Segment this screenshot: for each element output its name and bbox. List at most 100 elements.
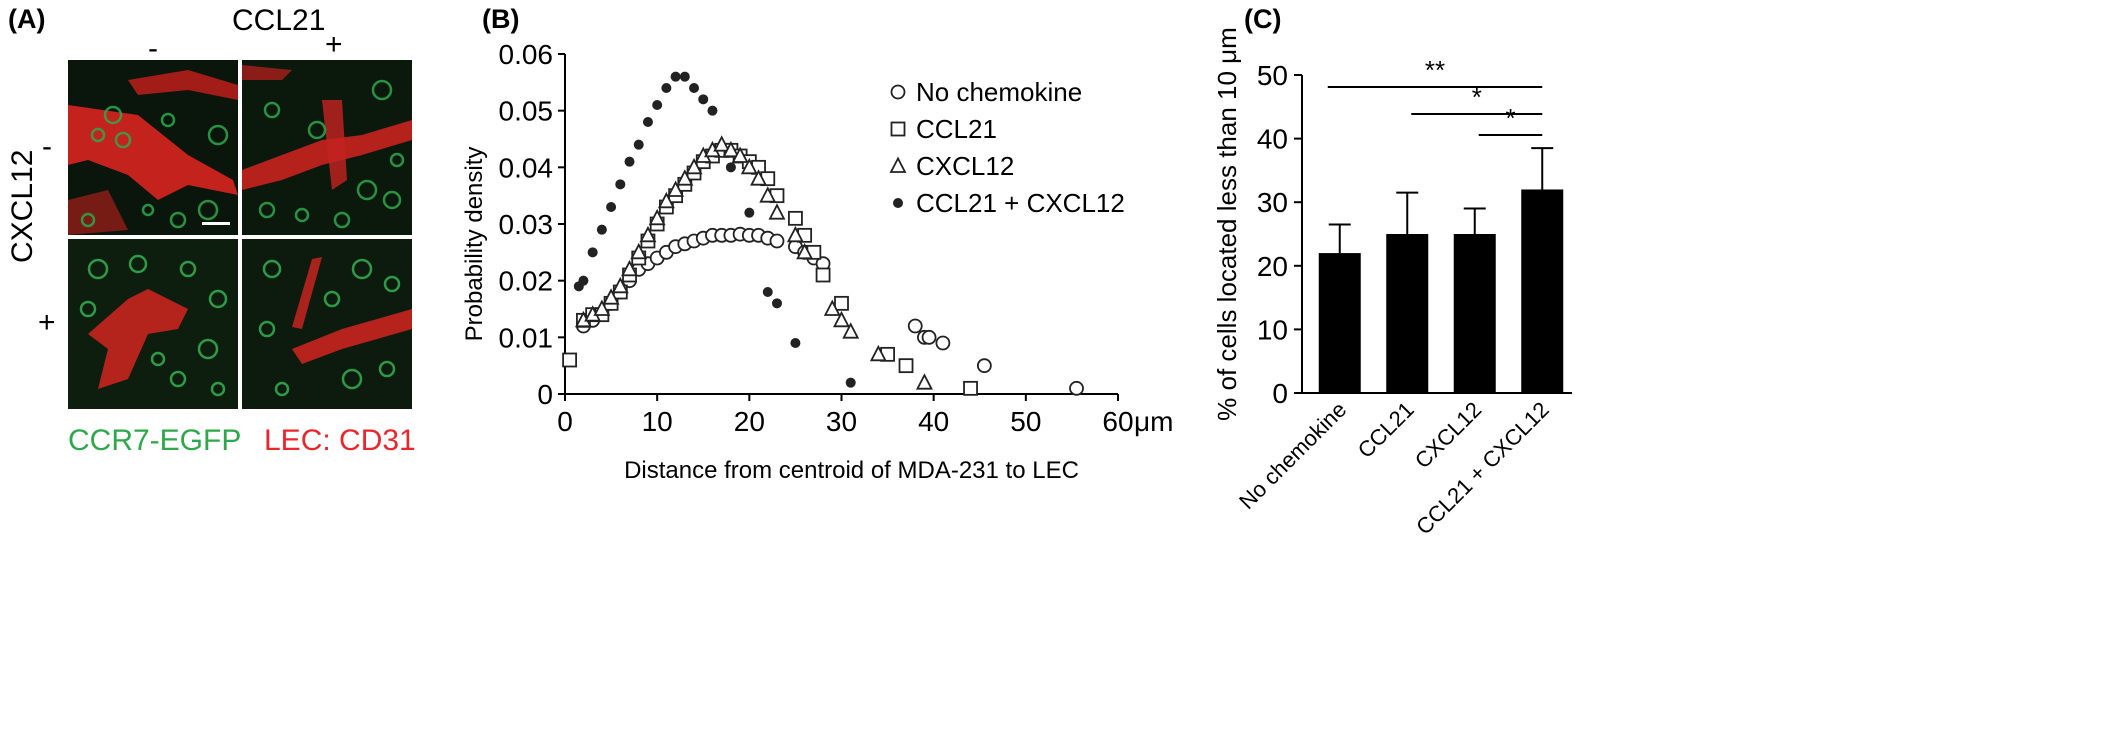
bar-y-axis-title: % of cells located less than 10 μm (1212, 27, 1242, 421)
point-cxcl12 (676, 169, 694, 186)
point-ccl21 (788, 210, 803, 226)
point-cxcl12 (713, 135, 731, 152)
point-ccl21-cxcl12 (624, 156, 635, 167)
point-ccl21-cxcl12 (707, 105, 718, 116)
legend-label-no-chemokine: No chemokine (916, 77, 1082, 107)
point-cxcl12 (842, 322, 860, 339)
point-ccl21 (562, 352, 578, 368)
point-cxcl12 (833, 310, 850, 328)
cxcl12-plus-label: + (38, 306, 56, 339)
panel-c-label: (C) (1244, 4, 1282, 34)
point-ccl21-cxcl12 (771, 298, 782, 309)
ccl21-column-factor: CCL21 (232, 4, 326, 37)
point-cxcl12 (667, 180, 685, 197)
bar-chart: 0 10 20 30 40 50 % of cells located less than … (1212, 27, 1572, 539)
point-cxcl12 (630, 242, 648, 260)
bar-y-tick-label: 0 (1272, 378, 1288, 409)
legend-marker-ccl21 (890, 121, 906, 137)
point-cxcl12 (657, 191, 675, 209)
x-tick-label: 20 (734, 406, 765, 437)
point-cxcl12 (869, 344, 887, 362)
category-label-ccl21: CCL21 (1353, 397, 1419, 463)
point-ccl21-cxcl12 (642, 117, 653, 127)
point-ccl21-cxcl12 (652, 100, 663, 110)
point-no-chemokine (907, 318, 923, 334)
y-axis-title: Probability density (461, 147, 488, 342)
bar-ccl21 (1386, 234, 1429, 393)
series-cxcl12 (574, 135, 933, 390)
bar-y-tick-label: 10 (1257, 314, 1288, 345)
bar-cxcl12 (1453, 234, 1496, 393)
x-tick-label: 60 (1102, 406, 1133, 437)
micrograph-ccl21 (242, 60, 412, 235)
point-ccl21-cxcl12 (633, 139, 644, 150)
point-ccl21-cxcl12 (679, 71, 690, 82)
x-tick-label: 10 (642, 406, 673, 437)
point-cxcl12 (759, 186, 777, 203)
y-tick-label: 0.06 (499, 39, 554, 70)
x-tick-label: 30 (826, 406, 857, 437)
significance-label: * (1472, 82, 1482, 112)
bar-no-chemokine (1318, 253, 1361, 393)
legend-ccr7-egfp: CCR7-EGFP (68, 424, 242, 457)
point-ccl21-cxcl12 (587, 247, 598, 258)
legend-label-cxcl12: CXCL12 (916, 151, 1014, 181)
category-label-no-chemokine: No chemokine (1234, 397, 1351, 514)
point-cxcl12 (602, 288, 620, 305)
point-ccl21-cxcl12 (661, 83, 672, 93)
micrograph-cxcl12 (68, 239, 238, 409)
bar-ccl21-cxcl12 (1521, 189, 1564, 393)
point-cxcl12 (786, 225, 804, 243)
point-ccl21-cxcl12 (845, 377, 856, 388)
legend-lec-cd31: LEC: CD31 (264, 424, 416, 457)
point-cxcl12 (722, 140, 740, 158)
point-cxcl12 (731, 146, 749, 163)
point-ccl21 (898, 358, 914, 374)
ccl21-minus-label: - (148, 32, 158, 65)
point-cxcl12 (685, 157, 703, 175)
bar-y-tick-label: 30 (1257, 187, 1288, 218)
cxcl12-row-factor: CXCL12 (6, 149, 39, 263)
point-cxcl12 (648, 208, 666, 226)
legend-marker-no-chemokine (890, 84, 906, 100)
x-tick-label: 0 (557, 406, 573, 437)
point-cxcl12 (768, 203, 786, 220)
point-no-chemokine (921, 329, 937, 345)
point-ccl21 (963, 380, 978, 396)
ccl21-plus-label: + (325, 28, 343, 61)
point-cxcl12 (593, 299, 611, 316)
significance-label: * (1505, 103, 1515, 133)
panel-b-label: (B) (482, 4, 520, 34)
point-cxcl12 (740, 157, 758, 175)
point-ccl21-cxcl12 (578, 275, 589, 286)
scatter-chart: 0 10 20 30 40 50 60 μm 0 0.01 0.02 0.03 0.04 0.05 0.06… (461, 39, 1173, 484)
point-ccl21-cxcl12 (689, 83, 700, 93)
point-ccl21-cxcl12 (744, 207, 755, 218)
point-cxcl12 (796, 242, 814, 260)
point-ccl21-cxcl12 (698, 94, 709, 105)
legend-marker-cxcl12 (889, 156, 907, 173)
micrograph-ccl21-cxcl12 (242, 239, 412, 409)
panel-a-label: (A) (8, 4, 46, 34)
y-tick-label: 0.03 (499, 209, 554, 240)
point-cxcl12 (915, 373, 933, 390)
point-cxcl12 (750, 169, 768, 186)
point-ccl21-cxcl12 (596, 224, 607, 235)
bar-y-tick-label: 40 (1257, 124, 1288, 155)
point-cxcl12 (621, 259, 638, 277)
legend-label-ccl21: CCL21 (916, 114, 997, 144)
point-cxcl12 (823, 299, 841, 316)
point-ccl21-cxcl12 (762, 287, 773, 297)
point-ccl21-cxcl12 (725, 162, 736, 173)
point-no-chemokine (935, 335, 951, 351)
legend-label-ccl21-cxcl12: CCL21 + CXCL12 (916, 188, 1125, 218)
bar-y-tick-label: 50 (1257, 60, 1288, 91)
y-tick-label: 0.02 (499, 266, 554, 297)
x-axis-title: Distance from centroid of MDA-231 to LEC (624, 457, 1079, 484)
point-ccl21 (815, 267, 831, 283)
point-ccl21-cxcl12 (670, 71, 681, 82)
y-tick-label: 0 (537, 379, 553, 410)
micrograph-no-chemokine (68, 60, 238, 235)
point-ccl21-cxcl12 (615, 179, 626, 190)
x-tick-label: 40 (918, 406, 949, 437)
